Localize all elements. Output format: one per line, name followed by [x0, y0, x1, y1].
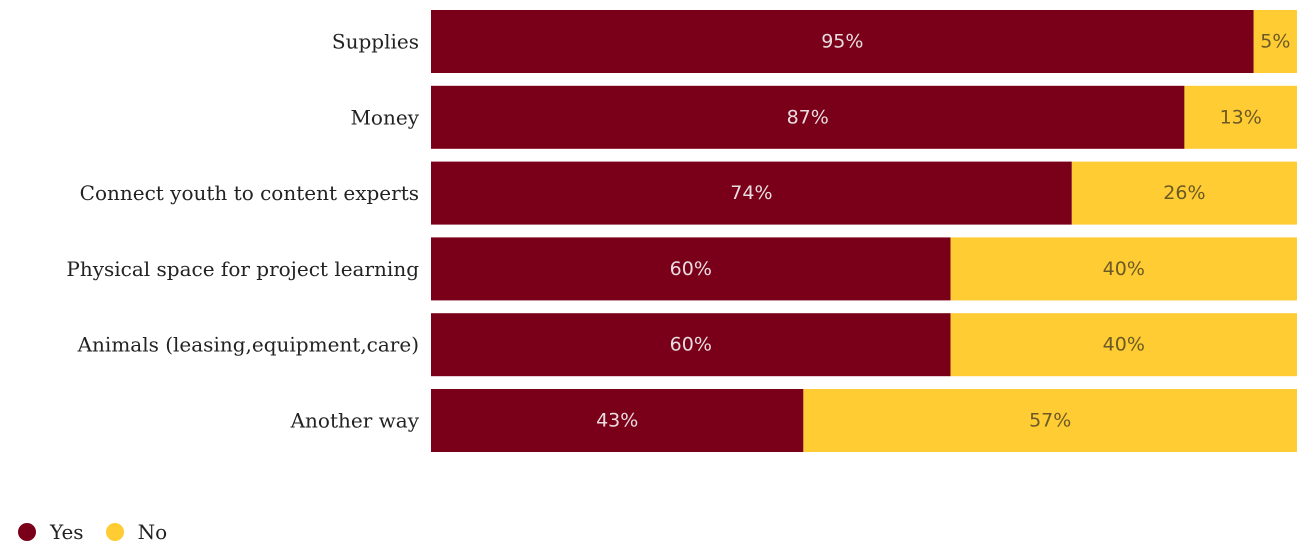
bar-segment-yes-another-way	[431, 389, 804, 452]
value-label-yes-money: 87%	[787, 106, 829, 128]
category-label-another-way: Another way	[290, 409, 420, 433]
legend-label-yes: Yes	[50, 520, 84, 544]
value-label-no-another-way: 57%	[1029, 410, 1071, 432]
bar-segment-no-another-way	[803, 389, 1297, 452]
bar-segment-no-connect-youth-to-content-experts	[1071, 161, 1297, 225]
value-label-yes-supplies: 95%	[821, 31, 863, 53]
value-label-yes-physical-space-for-project-learning: 60%	[670, 258, 712, 280]
value-label-no-money: 13%	[1220, 106, 1262, 128]
legend-item-no: No	[105, 520, 168, 544]
value-label-no-physical-space-for-project-learning: 40%	[1103, 258, 1145, 280]
bar-segment-yes-physical-space-for-project-learning	[431, 237, 951, 301]
value-label-yes-animals-leasing-equipment-care: 60%	[670, 334, 712, 356]
legend-item-yes: Yes	[18, 520, 84, 544]
category-label-money: Money	[350, 105, 419, 129]
value-label-yes-connect-youth-to-content-experts: 74%	[730, 182, 772, 204]
legend: Yes No	[18, 520, 189, 544]
bar-segment-no-supplies	[1253, 10, 1297, 73]
bar-segment-no-animals-leasing-equipment-care	[950, 313, 1297, 377]
stacked-bar-chart: Supplies 95% 5% Money 87% 13% Connect youth to…	[66, 10, 1297, 452]
bar-segment-yes-animals-leasing-equipment-care	[431, 313, 951, 377]
value-label-no-connect-youth-to-content-experts: 26%	[1163, 182, 1205, 204]
category-label-animals-leasing-equipment-care: Animals (leasing,equipment,care)	[77, 333, 419, 357]
legend-swatch-yes	[18, 523, 36, 541]
value-label-no-animals-leasing-equipment-care: 40%	[1103, 334, 1145, 356]
value-label-yes-another-way: 43%	[596, 410, 638, 432]
category-label-supplies: Supplies	[332, 30, 419, 54]
value-label-no-supplies: 5%	[1260, 31, 1290, 53]
bar-segment-yes-money	[431, 85, 1185, 149]
bar-segment-no-physical-space-for-project-learning	[950, 237, 1297, 301]
category-label-physical-space-for-project-learning: Physical space for project learning	[66, 257, 419, 281]
legend-swatch-no	[105, 523, 124, 541]
bar-segment-yes-connect-youth-to-content-experts	[431, 161, 1072, 225]
category-label-connect-youth-to-content-experts: Connect youth to content experts	[80, 181, 419, 205]
bar-segment-no-money	[1184, 85, 1297, 149]
legend-label-no: No	[137, 520, 168, 544]
bar-segment-yes-supplies	[431, 10, 1254, 73]
